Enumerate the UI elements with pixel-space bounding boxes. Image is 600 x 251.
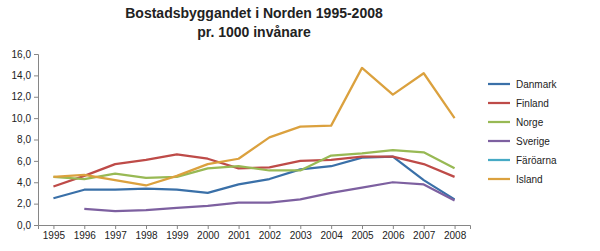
x-tick-mark (146, 225, 147, 229)
y-tick: 16,0 (12, 49, 38, 60)
y-tick-label: 6,0 (17, 156, 31, 167)
x-tick: 1997 (105, 225, 128, 241)
y-tick-mark (34, 182, 38, 183)
y-tick-label: 2,0 (17, 198, 31, 209)
x-tick-label: 2006 (382, 230, 405, 241)
y-tick-label: 14,0 (12, 70, 32, 81)
y-tick-mark (34, 204, 38, 205)
x-tick-mark (115, 225, 116, 229)
x-tick: 1996 (74, 225, 97, 241)
x-tick-label: 2001 (228, 230, 251, 241)
x-tick-label: 1997 (105, 230, 128, 241)
chart-container: Bostadsbyggandet i Norden 1995-2008 pr. 1… (0, 0, 600, 251)
x-tick-mark (455, 225, 456, 229)
x-tick: 2006 (382, 225, 405, 241)
x-tick: 1995 (43, 225, 66, 241)
y-tick-label: 12,0 (12, 91, 32, 102)
y-axis-line (34, 55, 39, 226)
y-tick: 4,0 (17, 177, 38, 188)
x-tick-mark (393, 225, 394, 229)
x-tick-mark (269, 225, 270, 229)
x-tick: 2005 (351, 225, 374, 241)
x-tick-mark (84, 225, 85, 229)
legend-swatch (488, 140, 510, 142)
x-tick-mark (208, 225, 209, 229)
x-tick-label: 2005 (351, 230, 374, 241)
subtitle: pr. 1000 invånare (197, 24, 311, 40)
legend-swatch (488, 83, 510, 85)
y-tick: 10,0 (12, 113, 38, 124)
legend: Danmark Finland Norge Sverige Färöarna Island (488, 79, 558, 185)
x-tick: 2004 (321, 225, 344, 241)
series-line (53, 150, 454, 179)
title: Bostadsbyggandet i Norden 1995-2008 (125, 5, 383, 21)
x-tick-label: 1996 (74, 230, 97, 241)
x-tick-label: 1999 (166, 230, 189, 241)
legend-swatch (488, 178, 510, 180)
plot: 0,02,04,06,08,010,012,014,016,0199519961… (12, 49, 471, 241)
x-tick: 2000 (197, 225, 220, 241)
y-tick-mark (34, 140, 38, 141)
legend-label: Island (516, 174, 543, 185)
x-tick-mark (53, 225, 54, 229)
y-tick: 0,0 (17, 220, 38, 231)
x-tick: 2008 (444, 225, 467, 241)
chart-svg: Bostadsbyggandet i Norden 1995-2008 pr. 1… (0, 0, 600, 251)
series-group (53, 68, 454, 211)
x-axis-line (39, 226, 471, 230)
y-tick: 14,0 (12, 70, 38, 81)
x-tick-label: 2008 (444, 230, 467, 241)
x-tick-label: 2002 (259, 230, 282, 241)
y-axis: 0,0 2,0 4,0 6,0 8,0 10,0 12,0 14,0 16,0 (12, 49, 39, 231)
legend-label: Finland (516, 98, 549, 109)
legend-swatch (488, 159, 510, 161)
legend-swatch (488, 121, 510, 123)
x-tick: 2002 (259, 225, 282, 241)
y-tick-label: 8,0 (17, 134, 31, 145)
y-tick: 8,0 (17, 134, 38, 145)
x-axis: 1995 1996 1997 1998 1999 2000 2001 2002 2003 2004… (39, 225, 471, 241)
legend-label: Färöarna (516, 155, 557, 166)
x-tick-label: 2004 (321, 230, 344, 241)
y-tick-mark (34, 97, 38, 98)
x-tick-label: 1998 (135, 230, 158, 241)
y-tick-mark (34, 54, 38, 55)
x-tick-label: 2000 (197, 230, 220, 241)
y-tick-label: 4,0 (17, 177, 31, 188)
x-tick: 2001 (228, 225, 251, 241)
x-tick-mark (239, 225, 240, 229)
legend-swatch (488, 102, 510, 104)
x-tick-mark (331, 225, 332, 229)
y-tick-mark (34, 161, 38, 162)
legend-label: Sverige (516, 136, 550, 147)
series-line (84, 182, 454, 211)
x-tick: 1998 (135, 225, 158, 241)
x-tick-mark (362, 225, 363, 229)
y-tick-label: 0,0 (17, 220, 31, 231)
x-tick-mark (300, 225, 301, 229)
legend-label: Danmark (516, 79, 558, 90)
y-tick-mark (34, 118, 38, 119)
series-line (53, 68, 454, 186)
legend-label: Norge (516, 117, 544, 128)
y-tick: 2,0 (17, 198, 38, 209)
x-tick: 1999 (166, 225, 189, 241)
series-line (53, 157, 454, 200)
x-tick-mark (424, 225, 425, 229)
y-tick-mark (34, 75, 38, 76)
y-tick-label: 16,0 (12, 49, 32, 60)
x-tick-label: 2007 (413, 230, 436, 241)
y-tick-label: 10,0 (12, 113, 32, 124)
x-tick-label: 1995 (43, 230, 66, 241)
y-tick: 12,0 (12, 91, 38, 102)
x-tick-label: 2003 (290, 230, 313, 241)
x-tick: 2007 (413, 225, 436, 241)
y-tick: 6,0 (17, 156, 38, 167)
x-tick-mark (177, 225, 178, 229)
y-tick-mark (34, 225, 38, 226)
x-tick: 2003 (290, 225, 313, 241)
